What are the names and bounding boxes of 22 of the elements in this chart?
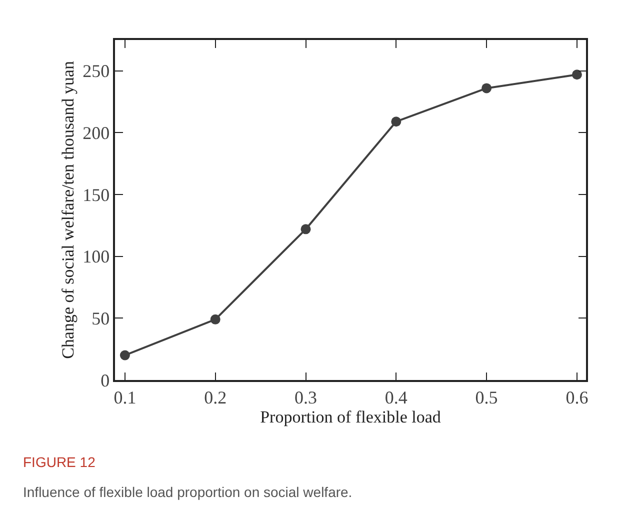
y-tick-label: 200 [82,123,110,144]
x-axis-title: Proportion of flexible load [260,407,442,426]
y-tick-label: 100 [82,246,110,267]
point [210,314,220,324]
x-tick-label: 0.5 [475,387,498,408]
point [120,350,130,360]
x-tick-label: 0.3 [294,387,317,408]
y-tick-label: 0 [100,370,110,390]
point [391,116,402,127]
text: Influence of flexible load proportion on social welfare. [23,484,352,500]
y-tick-label: 50 [92,308,110,328]
point [572,70,582,80]
y-tick-label: 150 [82,184,110,205]
x-tick-label: 0.2 [204,387,227,408]
caption: FIGURE 12 [23,454,96,470]
y-tick-label: 250 [82,61,110,82]
point [300,224,311,234]
x-tick-label: 0.4 [384,387,408,408]
x-tick-label: 0.6 [566,387,588,408]
y-axis-title: Change of social welfare/ten thousand yuan [58,60,78,359]
point [482,83,492,94]
x-tick-label: 0.1 [114,387,136,408]
